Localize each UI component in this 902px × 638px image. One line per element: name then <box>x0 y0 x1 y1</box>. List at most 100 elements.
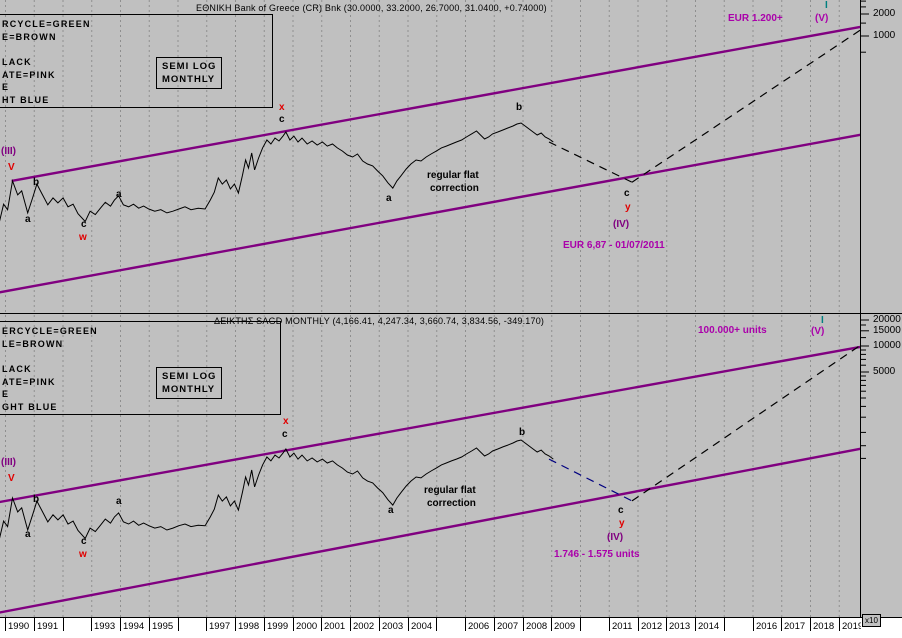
wave-c-label: c <box>81 219 87 230</box>
x-axis-tick <box>781 618 782 631</box>
wave-degree-legend-bottom: ERCYCLE=GREEN LE=BROWN LACK ATE=PINK E GHT BL… <box>0 321 281 415</box>
legend-line: E <box>2 389 10 400</box>
channel-line <box>0 345 861 504</box>
x-axis-tick <box>293 618 294 631</box>
note-correction: correction <box>427 498 476 509</box>
wave-V-label: V <box>8 473 15 484</box>
wave-IV-label: (IV) <box>607 532 624 543</box>
x-axis-tick <box>810 618 811 631</box>
wave-c3-label: c <box>618 505 624 516</box>
units-low-note: 1.746 - 1.575 units <box>554 549 640 560</box>
legend-line: LE=BROWN <box>2 338 64 349</box>
wave-w-label: w <box>79 232 87 243</box>
wave-c2-label: c <box>279 114 285 125</box>
note-correction: correction <box>430 183 479 194</box>
wave-x-label: x <box>279 102 285 113</box>
x-axis-tick <box>465 618 466 631</box>
x-axis-year-label: 2007 <box>497 621 519 632</box>
wave-degree-legend-top: RCYCLE=GREEN E=BROWN LACK ATE=PINK E HT BLUE <box>0 14 273 108</box>
wave-a-label: a <box>25 214 31 225</box>
x-axis-tick <box>724 618 725 631</box>
x-axis-tick <box>63 618 64 631</box>
x-axis-tick <box>264 618 265 631</box>
channel-line <box>0 133 861 294</box>
x-axis-year-label: 2000 <box>296 621 318 632</box>
legend-line: ERCYCLE=GREEN <box>2 326 98 336</box>
wave-y-label: y <box>625 202 631 213</box>
price-series-line <box>0 439 554 540</box>
legend-line <box>2 350 280 363</box>
x-axis-tick <box>91 618 92 631</box>
wave-IV-label: (IV) <box>613 219 630 230</box>
scale-mode-box-bottom: SEMI LOG MONTHLY <box>156 367 223 399</box>
x-axis-tick <box>206 618 207 631</box>
x-axis-tick <box>580 618 581 631</box>
x-axis-year-label: 2016 <box>756 621 778 632</box>
y-axis-label: 2000 <box>873 8 896 19</box>
x-axis-tick <box>379 618 380 631</box>
x-axis-tick <box>695 618 696 631</box>
wave-III-label: (III) <box>1 457 16 468</box>
x-axis-year-label: 2009 <box>554 621 576 632</box>
x-axis-tick <box>149 618 150 631</box>
wave-I-next-label: I <box>825 0 828 11</box>
scale-mode-box-top: SEMI LOG MONTHLY <box>156 57 223 89</box>
scale-mode-line1: SEMI LOG <box>162 371 217 382</box>
x-axis-tick <box>666 618 667 631</box>
x-axis-year-label: 2011 <box>612 621 633 632</box>
y-axis-label: 1000 <box>873 30 896 41</box>
x-axis-tick <box>436 618 437 631</box>
x-axis-year-label: 1990 <box>8 621 30 632</box>
x-axis-tick <box>408 618 409 631</box>
legend-line: GHT BLUE <box>2 402 58 413</box>
wave-x-label: x <box>283 416 289 427</box>
wave-a2-label: a <box>116 496 122 507</box>
scale-mode-line1: SEMI LOG <box>162 61 217 72</box>
x-axis-tick <box>350 618 351 631</box>
x-axis-year-label: 2001 <box>324 621 346 632</box>
wave-b2-label: b <box>519 427 526 438</box>
y-axis-label: 5000 <box>873 366 896 377</box>
projection-line <box>548 141 633 183</box>
x-axis-year-label: 1993 <box>94 621 116 632</box>
wave-c2-label: c <box>282 429 288 440</box>
legend-line: E <box>2 82 10 93</box>
channel-line <box>0 447 861 614</box>
legend-line: LACK <box>2 57 32 68</box>
x-axis-year-label: 2008 <box>526 621 548 632</box>
scale-mode-line2: MONTHLY <box>162 74 216 85</box>
projection-line <box>631 29 861 183</box>
x-axis-tick <box>638 618 639 631</box>
x-axis-tick <box>494 618 495 631</box>
wave-b-label: b <box>33 177 40 188</box>
x-axis-year-label: 2019 <box>842 621 861 632</box>
wave-I-next-label: I <box>821 315 824 326</box>
legend-line: HT BLUE <box>2 95 50 106</box>
wave-w-label: w <box>79 549 87 560</box>
wave-b2-label: b <box>516 102 523 113</box>
x-axis-tick <box>178 618 179 631</box>
wave-b-label: b <box>33 494 40 505</box>
projection-line <box>631 344 861 502</box>
x-axis-year-label: 2018 <box>813 621 835 632</box>
x-axis-tick <box>235 618 236 631</box>
x-axis-tick <box>839 618 840 631</box>
x-axis-year-label: 2017 <box>784 621 806 632</box>
y-axis-label: 10000 <box>873 340 901 351</box>
legend-line: ATE=PINK <box>2 376 56 387</box>
x-axis-year-label: 2002 <box>353 621 375 632</box>
price-series-line <box>0 122 554 223</box>
x-axis-year-label: 1991 <box>37 621 59 632</box>
wave-a3-label: a <box>386 193 392 204</box>
legend-line: E=BROWN <box>2 31 57 42</box>
x-axis-year-label: 2006 <box>468 621 490 632</box>
x-axis-year-label: 2013 <box>669 621 691 632</box>
x-axis-tick <box>609 618 610 631</box>
legend-line: ATE=PINK <box>2 69 56 80</box>
wave-a-label: a <box>25 529 31 540</box>
x-axis-tick <box>321 618 322 631</box>
wave-a2-label: a <box>116 189 122 200</box>
x-axis-tick <box>5 618 6 631</box>
